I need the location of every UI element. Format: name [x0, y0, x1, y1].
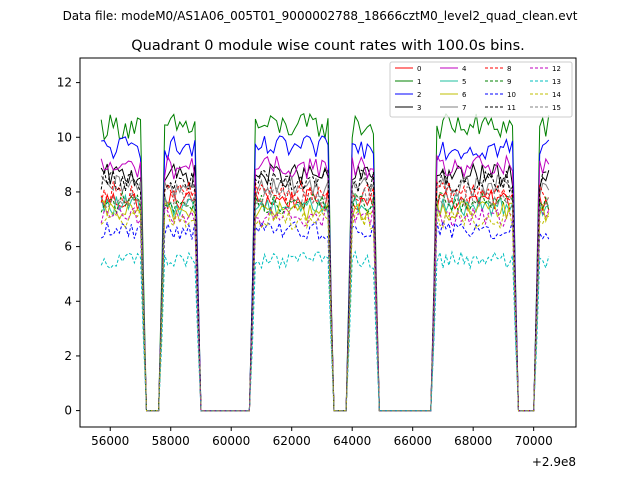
legend-label-8: 8 — [507, 65, 511, 73]
x-tick-label: 56000 — [91, 434, 129, 448]
y-tick-label: 2 — [64, 349, 72, 363]
legend-label-2: 2 — [417, 91, 421, 99]
series-line-14 — [100, 208, 549, 412]
legend-label-10: 10 — [507, 91, 516, 99]
series-line-12 — [100, 205, 550, 412]
series-line-4 — [100, 153, 550, 412]
series-line-5 — [100, 193, 550, 412]
y-tick-label: 4 — [64, 294, 72, 308]
legend-label-7: 7 — [462, 104, 466, 112]
x-tick-label: 70000 — [515, 434, 553, 448]
legend-label-3: 3 — [417, 104, 421, 112]
x-tick-label: 62000 — [273, 434, 311, 448]
figure-suptitle: Data file: modeM0/AS1A06_005T01_90000027… — [63, 9, 578, 23]
y-tick-label: 0 — [64, 404, 72, 418]
y-axis: 0 2 4 6 8 10 12 — [57, 76, 80, 418]
legend-frame — [389, 61, 573, 118]
series-line-10 — [100, 219, 550, 412]
series-line-2 — [101, 135, 550, 412]
plot-area-frame — [79, 57, 577, 428]
legend-label-1: 1 — [417, 78, 421, 86]
x-tick-label: 60000 — [212, 434, 250, 448]
y-tick-label: 8 — [64, 185, 72, 199]
legend-label-12: 12 — [552, 65, 561, 73]
series-layer — [100, 112, 550, 412]
chart-title: Quadrant 0 module wise count rates with … — [131, 38, 525, 54]
x-tick-label: 66000 — [394, 434, 432, 448]
legend-label-6: 6 — [462, 91, 467, 99]
x-tick-label: 64000 — [333, 434, 371, 448]
x-tick-label: 68000 — [454, 434, 492, 448]
series-line-13 — [100, 250, 550, 412]
series-line-11 — [100, 168, 549, 412]
x-axis-offset-label: +2.9e8 — [532, 455, 576, 469]
y-tick-label: 12 — [57, 76, 72, 90]
legend-label-4: 4 — [462, 65, 467, 73]
series-line-9 — [100, 191, 550, 412]
legend-label-0: 0 — [417, 65, 421, 73]
legend-label-14: 14 — [552, 91, 561, 99]
legend-label-15: 15 — [552, 104, 561, 112]
legend-label-5: 5 — [462, 78, 466, 86]
y-tick-label: 6 — [64, 240, 72, 254]
legend-label-13: 13 — [552, 78, 561, 86]
x-tick-label: 58000 — [152, 434, 190, 448]
legend-label-11: 11 — [507, 104, 516, 112]
x-axis: 56000 58000 60000 62000 64000 66000 68000 70000 — [91, 427, 553, 448]
legend-label-9: 9 — [507, 78, 511, 86]
y-tick-label: 10 — [57, 130, 72, 144]
series-line-15 — [100, 186, 550, 412]
